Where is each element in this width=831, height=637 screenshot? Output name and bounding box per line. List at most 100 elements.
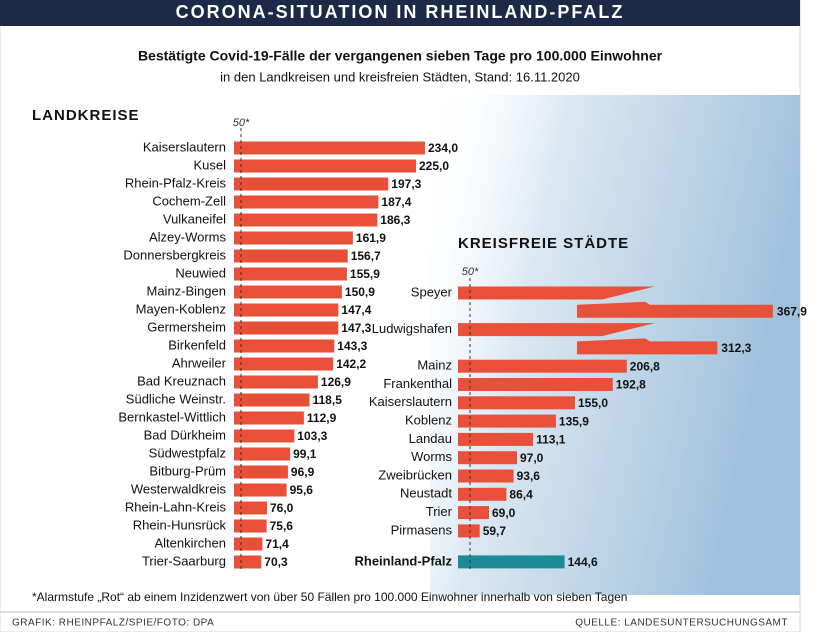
- bar: [234, 357, 334, 371]
- bar: [234, 519, 267, 533]
- footnote: *Alarmstufe „Rot“ ab einem Inzidenzwert …: [32, 590, 627, 604]
- subtitle: Bestätigte Covid-19-Fälle der vergangene…: [138, 48, 663, 64]
- value-label: 97,0: [520, 451, 544, 465]
- value-label: 142,2: [336, 357, 366, 371]
- value-label: 70,3: [264, 555, 288, 569]
- bar: [234, 465, 288, 479]
- bar: [458, 432, 534, 446]
- category-label: Neuwied: [175, 265, 226, 280]
- bar: [234, 249, 348, 263]
- category-label: Ahrweiler: [172, 355, 227, 370]
- bar: [234, 195, 379, 209]
- header-band: [0, 0, 800, 26]
- chart-title: LANDKREISE: [32, 107, 140, 124]
- bar: [234, 303, 339, 317]
- value-label: 192,8: [616, 378, 646, 392]
- bar: [234, 393, 310, 407]
- category-label: Rhein-Pfalz-Kreis: [125, 175, 227, 190]
- bar: [234, 429, 295, 443]
- category-label: Südwestpfalz: [149, 445, 226, 460]
- bar: [234, 447, 291, 461]
- category-label: Worms: [411, 449, 452, 464]
- value-label: 59,7: [483, 524, 507, 538]
- bar: [458, 396, 575, 410]
- value-label: 155,9: [350, 267, 380, 281]
- value-label: 144,6: [568, 555, 598, 569]
- category-label: Kaiserslautern: [369, 394, 452, 409]
- bar: [234, 213, 378, 227]
- value-label: 126,9: [321, 375, 351, 389]
- bar: [234, 501, 267, 515]
- bar: [234, 537, 263, 551]
- bar: [234, 483, 287, 497]
- category-label: Germersheim: [147, 319, 226, 334]
- value-label: 135,9: [559, 414, 589, 428]
- bar: [458, 414, 556, 428]
- value-label: 155,0: [578, 396, 608, 410]
- category-label: Landau: [409, 431, 452, 446]
- credit: GRAFIK: RHEINPFALZ/SPIE/FOTO: DPA: [12, 618, 214, 629]
- bar: [234, 339, 335, 353]
- category-label: Rhein-Lahn-Kreis: [125, 499, 227, 514]
- bar: [234, 411, 304, 425]
- value-label: 187,4: [381, 195, 411, 209]
- category-label: Pirmasens: [391, 522, 453, 537]
- value-label: 93,6: [517, 469, 541, 483]
- category-label: Mainz-Bingen: [147, 283, 227, 298]
- tick-label: 50*: [233, 117, 250, 129]
- category-label: Speyer: [411, 284, 453, 299]
- category-label: Cochem-Zell: [152, 193, 226, 208]
- category-label: Mainz: [417, 358, 452, 373]
- value-label: 71,4: [265, 537, 289, 551]
- bar: [458, 506, 489, 520]
- bar: [458, 555, 565, 569]
- bar: [458, 378, 613, 391]
- value-label: 113,1: [536, 433, 566, 447]
- value-label: 76,0: [270, 501, 294, 515]
- bar: [234, 285, 342, 299]
- value-label: 234,0: [428, 141, 458, 155]
- value-label: 225,0: [419, 159, 449, 173]
- value-label: 312,3: [721, 341, 751, 355]
- category-label: Neustadt: [400, 486, 452, 501]
- category-label: Südliche Weinstr.: [126, 391, 226, 406]
- bar: [234, 555, 262, 569]
- source: QUELLE: LANDESUNTERSUCHUNGSAMT: [575, 618, 788, 629]
- value-label: 161,9: [356, 231, 386, 245]
- broken-bar: [458, 286, 773, 318]
- subsubtitle: in den Landkreisen und kreisfreien Städt…: [220, 69, 580, 84]
- value-label: 86,4: [509, 487, 533, 501]
- bar: [458, 359, 627, 373]
- value-label: 75,6: [270, 519, 294, 533]
- value-label: 103,3: [297, 429, 327, 443]
- bar-piece: [577, 338, 718, 355]
- tick-label: 50*: [462, 266, 479, 278]
- value-label: 96,9: [291, 465, 315, 479]
- bars-right: [458, 286, 773, 569]
- category-label: Kusel: [193, 157, 226, 172]
- value-label: 112,9: [307, 411, 337, 425]
- broken-bar: [458, 323, 718, 355]
- value-label: 367,9: [777, 304, 807, 318]
- value-label: 186,3: [380, 213, 410, 227]
- bar: [458, 524, 480, 538]
- category-label: Frankenthal: [383, 376, 452, 391]
- header-title: CORONA-SITUATION IN RHEINLAND-PFALZ: [176, 2, 625, 22]
- chart-title: KREISFREIE STÄDTE: [458, 235, 629, 252]
- category-label: Rhein-Hunsrück: [133, 517, 227, 532]
- category-label: Bad Kreuznach: [137, 373, 226, 388]
- bar: [234, 321, 339, 335]
- category-label: Bad Dürkheim: [144, 427, 226, 442]
- bar: [234, 141, 425, 155]
- value-label: 147,4: [341, 303, 371, 317]
- bar: [458, 451, 517, 465]
- value-label: 147,3: [341, 321, 371, 335]
- category-label: Ludwigshafen: [372, 321, 452, 336]
- value-label: 197,3: [391, 177, 421, 191]
- category-label: Alzey-Worms: [149, 229, 227, 244]
- value-label: 99,1: [293, 447, 317, 461]
- value-label: 206,8: [630, 359, 660, 373]
- bar: [234, 177, 389, 191]
- bar: [234, 267, 347, 281]
- category-label: Trier-Saarburg: [142, 553, 226, 568]
